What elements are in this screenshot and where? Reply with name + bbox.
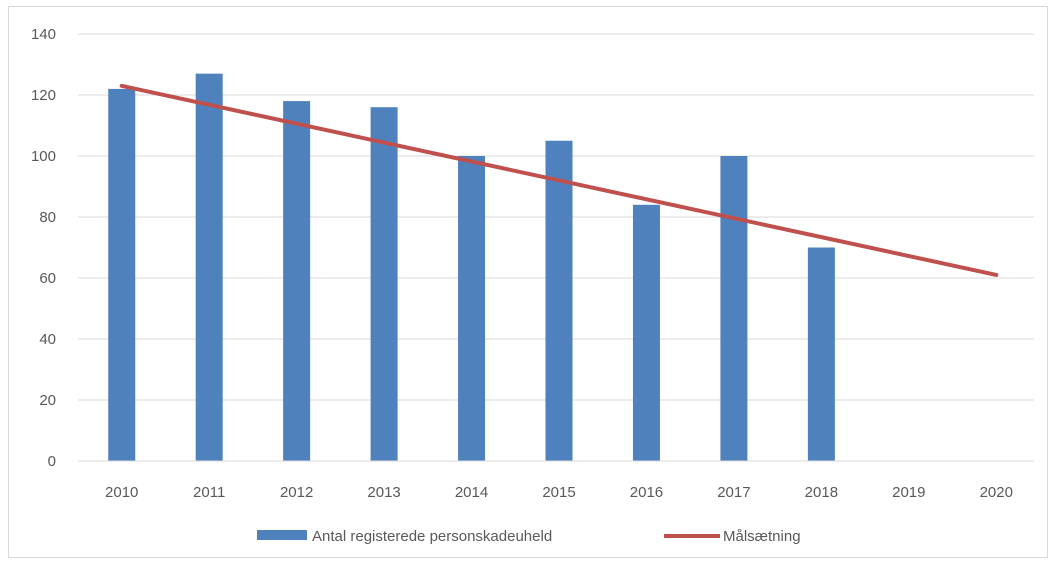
x-tick-label: 2012 xyxy=(280,484,313,501)
x-tick-label: 2013 xyxy=(367,484,400,501)
bar xyxy=(195,73,223,462)
x-tick-label: 2019 xyxy=(892,484,925,501)
bar xyxy=(545,140,573,461)
x-axis-ticks: 2010 2011 2012 2013 2014 2015 2016 2017 2018 2019… xyxy=(105,484,1013,501)
x-tick-label: 2020 xyxy=(980,484,1013,501)
x-tick-label: 2014 xyxy=(455,484,488,501)
y-tick-label: 80 xyxy=(39,209,56,226)
legend-swatch-bars xyxy=(257,530,307,540)
legend-label-line: Målsætning xyxy=(723,528,801,545)
bar xyxy=(807,247,835,461)
x-tick-label: 2011 xyxy=(193,484,225,501)
legend: Antal registerede personskadeuheld Målsæ… xyxy=(257,528,801,545)
bar xyxy=(283,101,311,461)
x-tick-label: 2018 xyxy=(805,484,838,501)
bar xyxy=(458,156,486,461)
target-line-series xyxy=(119,83,999,277)
x-tick-label: 2017 xyxy=(717,484,750,501)
x-tick-label: 2015 xyxy=(542,484,575,501)
bar xyxy=(632,204,660,462)
y-tick-label: 40 xyxy=(39,331,56,348)
y-axis-ticks: 0 20 40 60 80 100 120 140 xyxy=(31,26,56,470)
x-tick-label: 2010 xyxy=(105,484,138,501)
bar-series xyxy=(108,73,835,462)
bar xyxy=(108,88,136,462)
y-tick-label: 140 xyxy=(31,26,56,43)
bar xyxy=(370,107,398,461)
y-tick-label: 20 xyxy=(39,392,56,409)
bar xyxy=(720,156,748,461)
y-tick-label: 120 xyxy=(31,87,56,104)
x-tick-label: 2016 xyxy=(630,484,663,501)
y-tick-label: 100 xyxy=(31,148,56,165)
legend-label-bars: Antal registerede personskadeuheld xyxy=(312,528,552,545)
y-tick-label: 60 xyxy=(39,270,56,287)
y-tick-label: 0 xyxy=(48,453,56,470)
target-line xyxy=(119,83,999,277)
